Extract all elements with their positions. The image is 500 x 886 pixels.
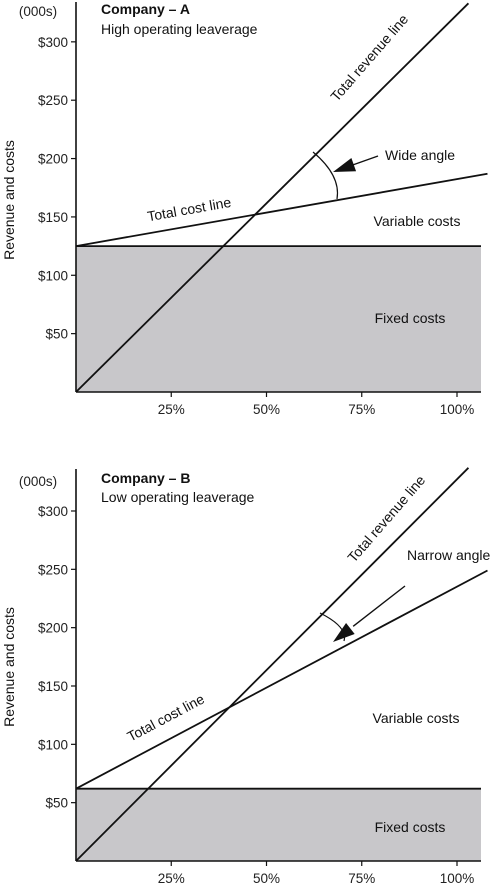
revenue-line-label: Total revenue line — [327, 11, 411, 104]
y-axis-label: Revenue and costs — [1, 140, 17, 260]
x-tick-label: 25% — [158, 402, 185, 417]
chart-title: Company – A — [101, 1, 190, 17]
x-tick-label: 50% — [253, 871, 280, 886]
angle-label: Narrow angle — [407, 547, 490, 563]
chart-panel-a: $50 $100 $150 $200 $250 $300 25% 50% 75% 100% Comp… — [1, 1, 488, 417]
angle-arrow-head — [333, 158, 357, 172]
chart-panel-b: $50 $100 $150 $200 $250 $300 25% 50% 75% 100% Comp… — [1, 467, 490, 886]
y-tick-label: $300 — [38, 35, 68, 50]
cost-line-label: Total cost line — [124, 691, 207, 745]
angle-arrow-shaft — [352, 585, 406, 627]
x-tick-label: 75% — [348, 402, 375, 417]
x-tick-label: 50% — [253, 402, 280, 417]
variable-costs-label: Variable costs — [374, 213, 461, 229]
y-axis-label: Revenue and costs — [1, 607, 17, 727]
fixed-costs-label: Fixed costs — [375, 310, 446, 326]
cost-line-label: Total cost line — [146, 194, 233, 225]
total-revenue-line — [75, 467, 470, 862]
y-tick-label: $150 — [38, 210, 68, 225]
y-tick-label: $200 — [38, 621, 68, 636]
x-tick-label: 75% — [348, 871, 375, 886]
fixed-costs-area — [76, 246, 481, 392]
x-tick-label: 100% — [440, 871, 475, 886]
y-tick-label: $100 — [38, 268, 68, 283]
angle-arc — [312, 151, 339, 200]
total-cost-line — [75, 172, 488, 247]
y-unit-label: (000s) — [19, 474, 57, 489]
fixed-costs-label: Fixed costs — [375, 819, 446, 835]
y-tick-label: $200 — [38, 152, 68, 167]
y-tick-label: $250 — [38, 93, 68, 108]
chart-subtitle: Low operating leaverage — [101, 489, 255, 505]
angle-label: Wide angle — [385, 147, 455, 163]
total-revenue-line — [75, 2, 470, 393]
y-tick-label: $300 — [38, 504, 68, 519]
y-tick-label: $250 — [38, 562, 68, 577]
total-cost-line — [75, 569, 488, 790]
angle-arrow-head — [333, 622, 355, 642]
x-tick-label: 25% — [158, 871, 185, 886]
angle-arc — [319, 612, 346, 642]
y-tick-label: $100 — [38, 737, 68, 752]
chart-title: Company – B — [101, 470, 190, 486]
variable-costs-label: Variable costs — [373, 710, 460, 726]
y-tick-label: $50 — [45, 796, 68, 811]
y-unit-label: (000s) — [19, 4, 57, 19]
fixed-costs-area — [76, 788, 481, 861]
chart-subtitle: High operating leaverage — [101, 21, 258, 37]
x-tick-label: 100% — [440, 402, 475, 417]
y-tick-label: $50 — [45, 327, 68, 342]
y-tick-label: $150 — [38, 679, 68, 694]
